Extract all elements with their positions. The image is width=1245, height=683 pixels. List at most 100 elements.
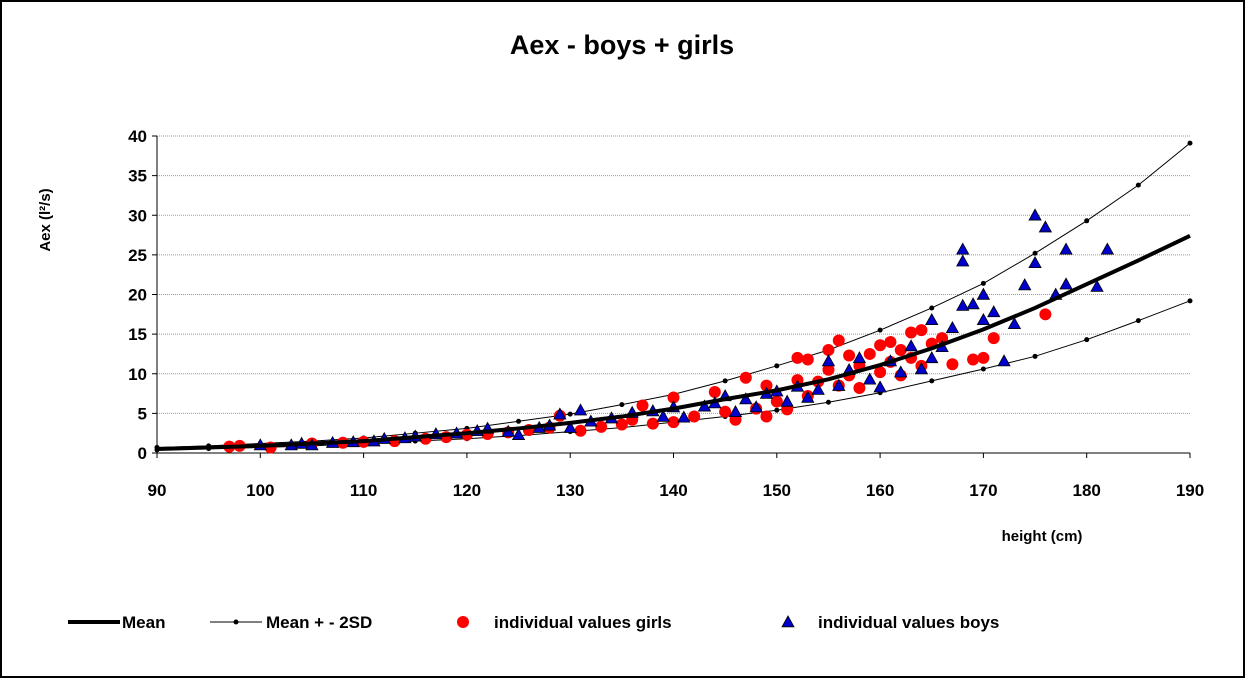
girl-point [884, 336, 897, 349]
boy-point [1090, 279, 1104, 292]
y-tick-label: 0 [138, 444, 147, 463]
girl-point [832, 334, 845, 347]
y-tick-label: 5 [138, 404, 147, 423]
boy-point [749, 400, 763, 413]
boy-point [563, 420, 577, 433]
boy-point [739, 392, 753, 405]
x-tick-label: 190 [1176, 481, 1204, 500]
boy-point [728, 404, 743, 417]
boy-point [873, 380, 887, 393]
sd-point [980, 280, 986, 286]
girl-point [874, 366, 887, 379]
boy-point [1028, 255, 1042, 269]
sd-point [1084, 218, 1090, 224]
girl-point [822, 363, 835, 376]
boy-point [573, 403, 588, 416]
boy-point [976, 287, 991, 300]
sd-point [980, 366, 986, 372]
x-axis-label: height (cm) [1002, 528, 1083, 545]
y-tick-label: 10 [128, 365, 147, 384]
sd-point [929, 378, 935, 384]
boy-point [832, 378, 846, 391]
boy-point [914, 362, 929, 375]
sd-point [619, 402, 625, 408]
girl-point [874, 339, 887, 352]
girl-point [646, 417, 659, 430]
x-tick-label: 180 [1073, 481, 1101, 500]
y-tick-label: 40 [128, 127, 147, 146]
sd-point [1032, 250, 1038, 256]
girl-point [708, 385, 721, 398]
girl-point [667, 416, 680, 429]
boy-point [811, 382, 825, 395]
boy-point [966, 297, 980, 310]
boy-point [894, 365, 908, 378]
boy-point [1038, 220, 1053, 233]
boy-point [656, 409, 670, 422]
boy-point [1059, 242, 1073, 255]
sd-point [877, 327, 883, 333]
girl-point [905, 326, 918, 339]
sd-point [722, 378, 728, 384]
boy-point [945, 320, 960, 333]
y-tick-label: 35 [128, 167, 147, 186]
boy-point [956, 254, 970, 267]
girl-point [894, 343, 907, 356]
y-axis-label: Aex (l²/s) [37, 188, 54, 251]
x-tick-label: 130 [556, 481, 584, 500]
x-tick-label: 120 [453, 481, 481, 500]
x-tick-label: 140 [659, 481, 687, 500]
girl-point [770, 395, 783, 408]
boy-point [956, 298, 970, 311]
girl-point [791, 351, 804, 364]
boy-point [1007, 316, 1022, 330]
girl-point [739, 371, 752, 384]
chart-title: Aex - boys + girls [510, 30, 734, 60]
sd-point [1032, 353, 1038, 359]
girl-point [915, 324, 928, 337]
girl-point [987, 332, 1000, 345]
legend-label: individual values girls [494, 613, 672, 632]
girl-point [719, 405, 732, 418]
legend-label: Mean + - 2SD [266, 613, 372, 632]
sd-point [929, 305, 935, 311]
sd-point [825, 399, 831, 405]
girl-point [801, 353, 814, 366]
boy-point [863, 372, 877, 385]
girl-point [760, 379, 773, 392]
y-tick-label: 15 [128, 325, 147, 344]
girl-point [688, 410, 701, 423]
boy-point [511, 427, 526, 440]
girl-point [853, 382, 866, 395]
legend-swatch [233, 619, 239, 625]
legend-swatch [457, 616, 469, 628]
girl-point [863, 347, 876, 360]
y-tick-label: 30 [128, 206, 147, 225]
sd-point [1187, 298, 1193, 304]
boy-point [925, 351, 939, 364]
sd-point [1084, 337, 1090, 343]
legend-label: individual values boys [818, 613, 999, 632]
girl-point [1039, 308, 1052, 321]
boy-point [1028, 208, 1042, 221]
girl-point [822, 343, 835, 356]
sd-point [774, 363, 780, 369]
boy-point [1100, 242, 1115, 255]
x-tick-label: 90 [148, 481, 167, 500]
legend-label: Mean [122, 613, 165, 632]
y-tick-label: 20 [128, 286, 147, 305]
girl-point [936, 332, 949, 345]
girl-point [636, 399, 649, 412]
boy-point [697, 399, 712, 412]
boy-point [904, 339, 918, 352]
boy-point [976, 313, 991, 326]
boy-point [1018, 278, 1032, 291]
legend-swatch [781, 615, 795, 628]
girl-point [946, 358, 959, 371]
sd-point [516, 418, 522, 424]
girl-point [967, 353, 980, 366]
boy-point [987, 305, 1001, 318]
boy-point [801, 390, 815, 403]
boy-point [852, 351, 867, 364]
